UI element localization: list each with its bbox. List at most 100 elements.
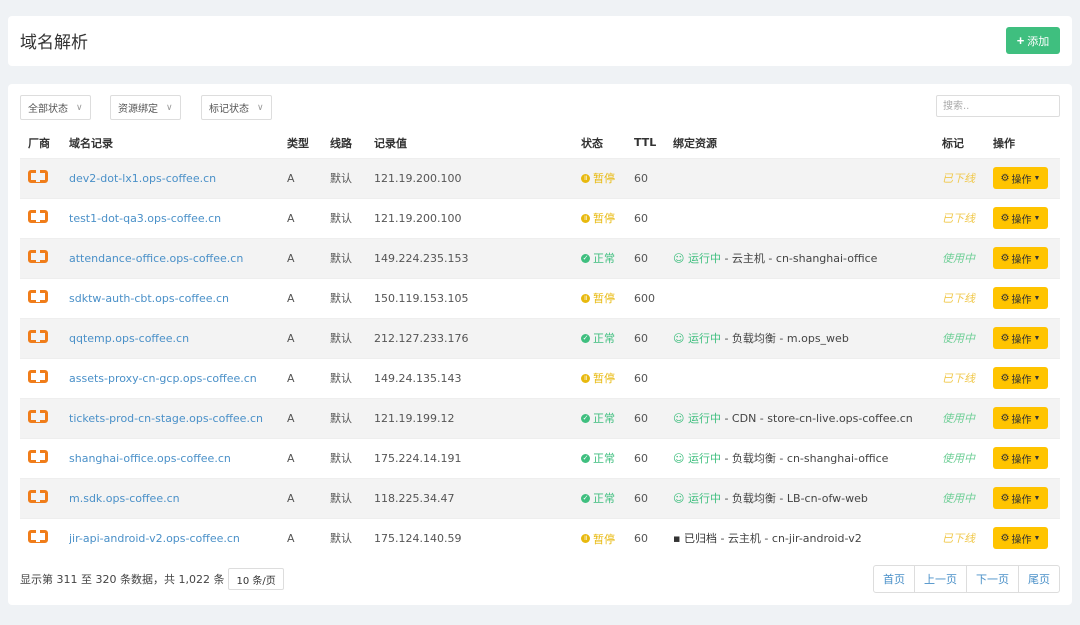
- status-badge: ॥ 暂停: [581, 290, 615, 306]
- page-size-select[interactable]: 10 条/页: [228, 568, 284, 590]
- bind-state: 运行中: [687, 452, 721, 465]
- caret-down-icon: ▼: [1033, 294, 1041, 302]
- gears-icon: ⚙: [1000, 292, 1010, 304]
- domain-link[interactable]: sdktw-auth-cbt.ops-coffee.cn: [69, 291, 229, 305]
- vendor-aliyun-icon: [28, 249, 48, 263]
- add-button[interactable]: + 添加: [1006, 27, 1060, 54]
- ttl: 60: [634, 517, 673, 558]
- record-type: A: [287, 317, 330, 358]
- search-input[interactable]: [936, 95, 1060, 117]
- mark-badge: 已下线: [942, 212, 975, 225]
- bound-resource: [673, 357, 942, 398]
- table-row: jir-api-android-v2.ops-coffee.cn A 默认 17…: [20, 517, 1060, 558]
- status-badge: ✓ 正常: [581, 412, 615, 426]
- column-header: 状态: [581, 136, 603, 150]
- column-header: 线路: [330, 136, 352, 150]
- plus-icon: +: [1016, 33, 1025, 48]
- record-value: 212.127.233.176: [374, 317, 581, 358]
- page-title: 域名解析: [20, 33, 88, 53]
- column-header: 厂商: [28, 136, 50, 150]
- bound-resource: [673, 157, 942, 198]
- mark-badge: 使用中: [942, 332, 975, 345]
- record-line: 默认: [330, 477, 374, 518]
- domain-link[interactable]: qqtemp.ops-coffee.cn: [69, 331, 190, 345]
- gears-icon: ⚙: [1000, 412, 1010, 424]
- domain-link[interactable]: jir-api-android-v2.ops-coffee.cn: [69, 531, 240, 545]
- action-dropdown-button[interactable]: ⚙ 操作 ▼: [993, 327, 1048, 349]
- first-page-button[interactable]: 首页: [883, 573, 905, 586]
- pause-icon: ॥: [581, 213, 590, 223]
- status-badge: ✓ 正常: [581, 492, 615, 506]
- bind-detail: - 云主机 - cn-shanghai-office: [720, 252, 878, 265]
- action-dropdown-button[interactable]: ⚙ 操作 ▼: [993, 167, 1048, 189]
- vendor-aliyun-icon: [28, 369, 48, 383]
- record-type: A: [287, 197, 330, 238]
- filter-resource[interactable]: 资源绑定 ∨: [110, 95, 181, 120]
- action-dropdown-button[interactable]: ⚙ 操作 ▼: [993, 487, 1048, 509]
- vendor-aliyun-icon: [28, 329, 48, 343]
- record-type: A: [287, 517, 330, 558]
- action-dropdown-button[interactable]: ⚙ 操作 ▼: [993, 287, 1048, 309]
- caret-down-icon: ▼: [1033, 174, 1041, 182]
- record-value: 175.224.14.191: [374, 437, 581, 478]
- record-type: A: [287, 157, 330, 198]
- record-type: A: [287, 397, 330, 438]
- next-page-button[interactable]: 下一页: [966, 566, 1018, 592]
- status-badge: ॥ 暂停: [581, 170, 615, 186]
- smile-icon: ☺: [673, 252, 685, 265]
- action-dropdown-button[interactable]: ⚙ 操作 ▼: [993, 527, 1048, 550]
- status-badge: ॥ 暂停: [581, 531, 615, 547]
- pagination: 首页 上一页 下一页 尾页: [873, 565, 1060, 593]
- ttl: 60: [634, 237, 673, 278]
- domain-link[interactable]: shanghai-office.ops-coffee.cn: [69, 451, 231, 465]
- table-row: tickets-prod-cn-stage.ops-coffee.cn A 默认…: [20, 397, 1060, 438]
- mark-badge: 已下线: [942, 172, 975, 185]
- bind-detail: - 负载均衡 - cn-shanghai-office: [720, 452, 889, 465]
- record-line: 默认: [330, 197, 374, 238]
- filter-mark[interactable]: 标记状态 ∨: [201, 95, 272, 120]
- bind-state: 已归档: [683, 532, 717, 546]
- record-value: 121.19.200.100: [374, 197, 581, 238]
- action-dropdown-button[interactable]: ⚙ 操作 ▼: [993, 447, 1048, 469]
- domain-link[interactable]: m.sdk.ops-coffee.cn: [69, 491, 180, 505]
- caret-down-icon: ▼: [1033, 254, 1041, 262]
- vendor-aliyun-icon: [28, 209, 48, 223]
- domain-link[interactable]: test1-dot-qa3.ops-coffee.cn: [69, 211, 222, 225]
- table-row: assets-proxy-cn-gcp.ops-coffee.cn A 默认 1…: [20, 357, 1060, 398]
- ttl: 60: [634, 317, 673, 358]
- filter-status[interactable]: 全部状态 ∨: [20, 95, 91, 120]
- prev-page-button[interactable]: 上一页: [914, 566, 966, 592]
- domain-link[interactable]: attendance-office.ops-coffee.cn: [69, 251, 244, 265]
- caret-down-icon: ▼: [1033, 374, 1041, 382]
- action-dropdown-button[interactable]: ⚙ 操作 ▼: [993, 367, 1048, 389]
- main-card: 全部状态∨ 资源绑定∨ 标记状态∨ 厂商 域名记录 类型 线路 记录值 状态 TTL 绑定资源…: [8, 84, 1072, 605]
- ttl: 600: [634, 277, 673, 318]
- record-value: 149.24.135.143: [374, 357, 581, 398]
- record-type: A: [287, 237, 330, 278]
- action-dropdown-button[interactable]: ⚙ 操作 ▼: [993, 407, 1048, 429]
- record-line: 默认: [330, 517, 374, 558]
- table-row: qqtemp.ops-coffee.cn A 默认 212.127.233.17…: [20, 317, 1060, 358]
- caret-down-icon: ▼: [1033, 214, 1041, 222]
- mark-badge: 使用中: [942, 412, 975, 425]
- action-dropdown-button[interactable]: ⚙ 操作 ▼: [993, 247, 1048, 269]
- header-card: 域名解析 + 添加: [8, 16, 1072, 66]
- status-badge: ✓ 正常: [581, 252, 615, 266]
- column-header: 类型: [287, 136, 309, 150]
- check-circle-icon: ✓: [581, 413, 590, 423]
- bound-resource: ▪ 已归档 - 云主机 - cn-jir-android-v2: [673, 517, 942, 558]
- bind-state: 运行中: [687, 412, 721, 425]
- domain-link[interactable]: dev2-dot-lx1.ops-coffee.cn: [69, 171, 217, 185]
- domain-link[interactable]: tickets-prod-cn-stage.ops-coffee.cn: [69, 411, 263, 425]
- status-badge: ॥ 暂停: [581, 210, 615, 226]
- mark-badge: 使用中: [942, 452, 975, 465]
- smile-icon: ☺: [673, 452, 685, 465]
- caret-down-icon: ▼: [1033, 534, 1041, 542]
- bind-detail: - 云主机 - cn-jir-android-v2: [716, 532, 862, 546]
- domain-link[interactable]: assets-proxy-cn-gcp.ops-coffee.cn: [69, 371, 257, 385]
- check-circle-icon: ✓: [581, 333, 590, 343]
- record-type: A: [287, 357, 330, 398]
- action-dropdown-button[interactable]: ⚙ 操作 ▼: [993, 207, 1048, 229]
- last-page-button[interactable]: 尾页: [1018, 566, 1059, 592]
- caret-down-icon: ▼: [1033, 414, 1041, 422]
